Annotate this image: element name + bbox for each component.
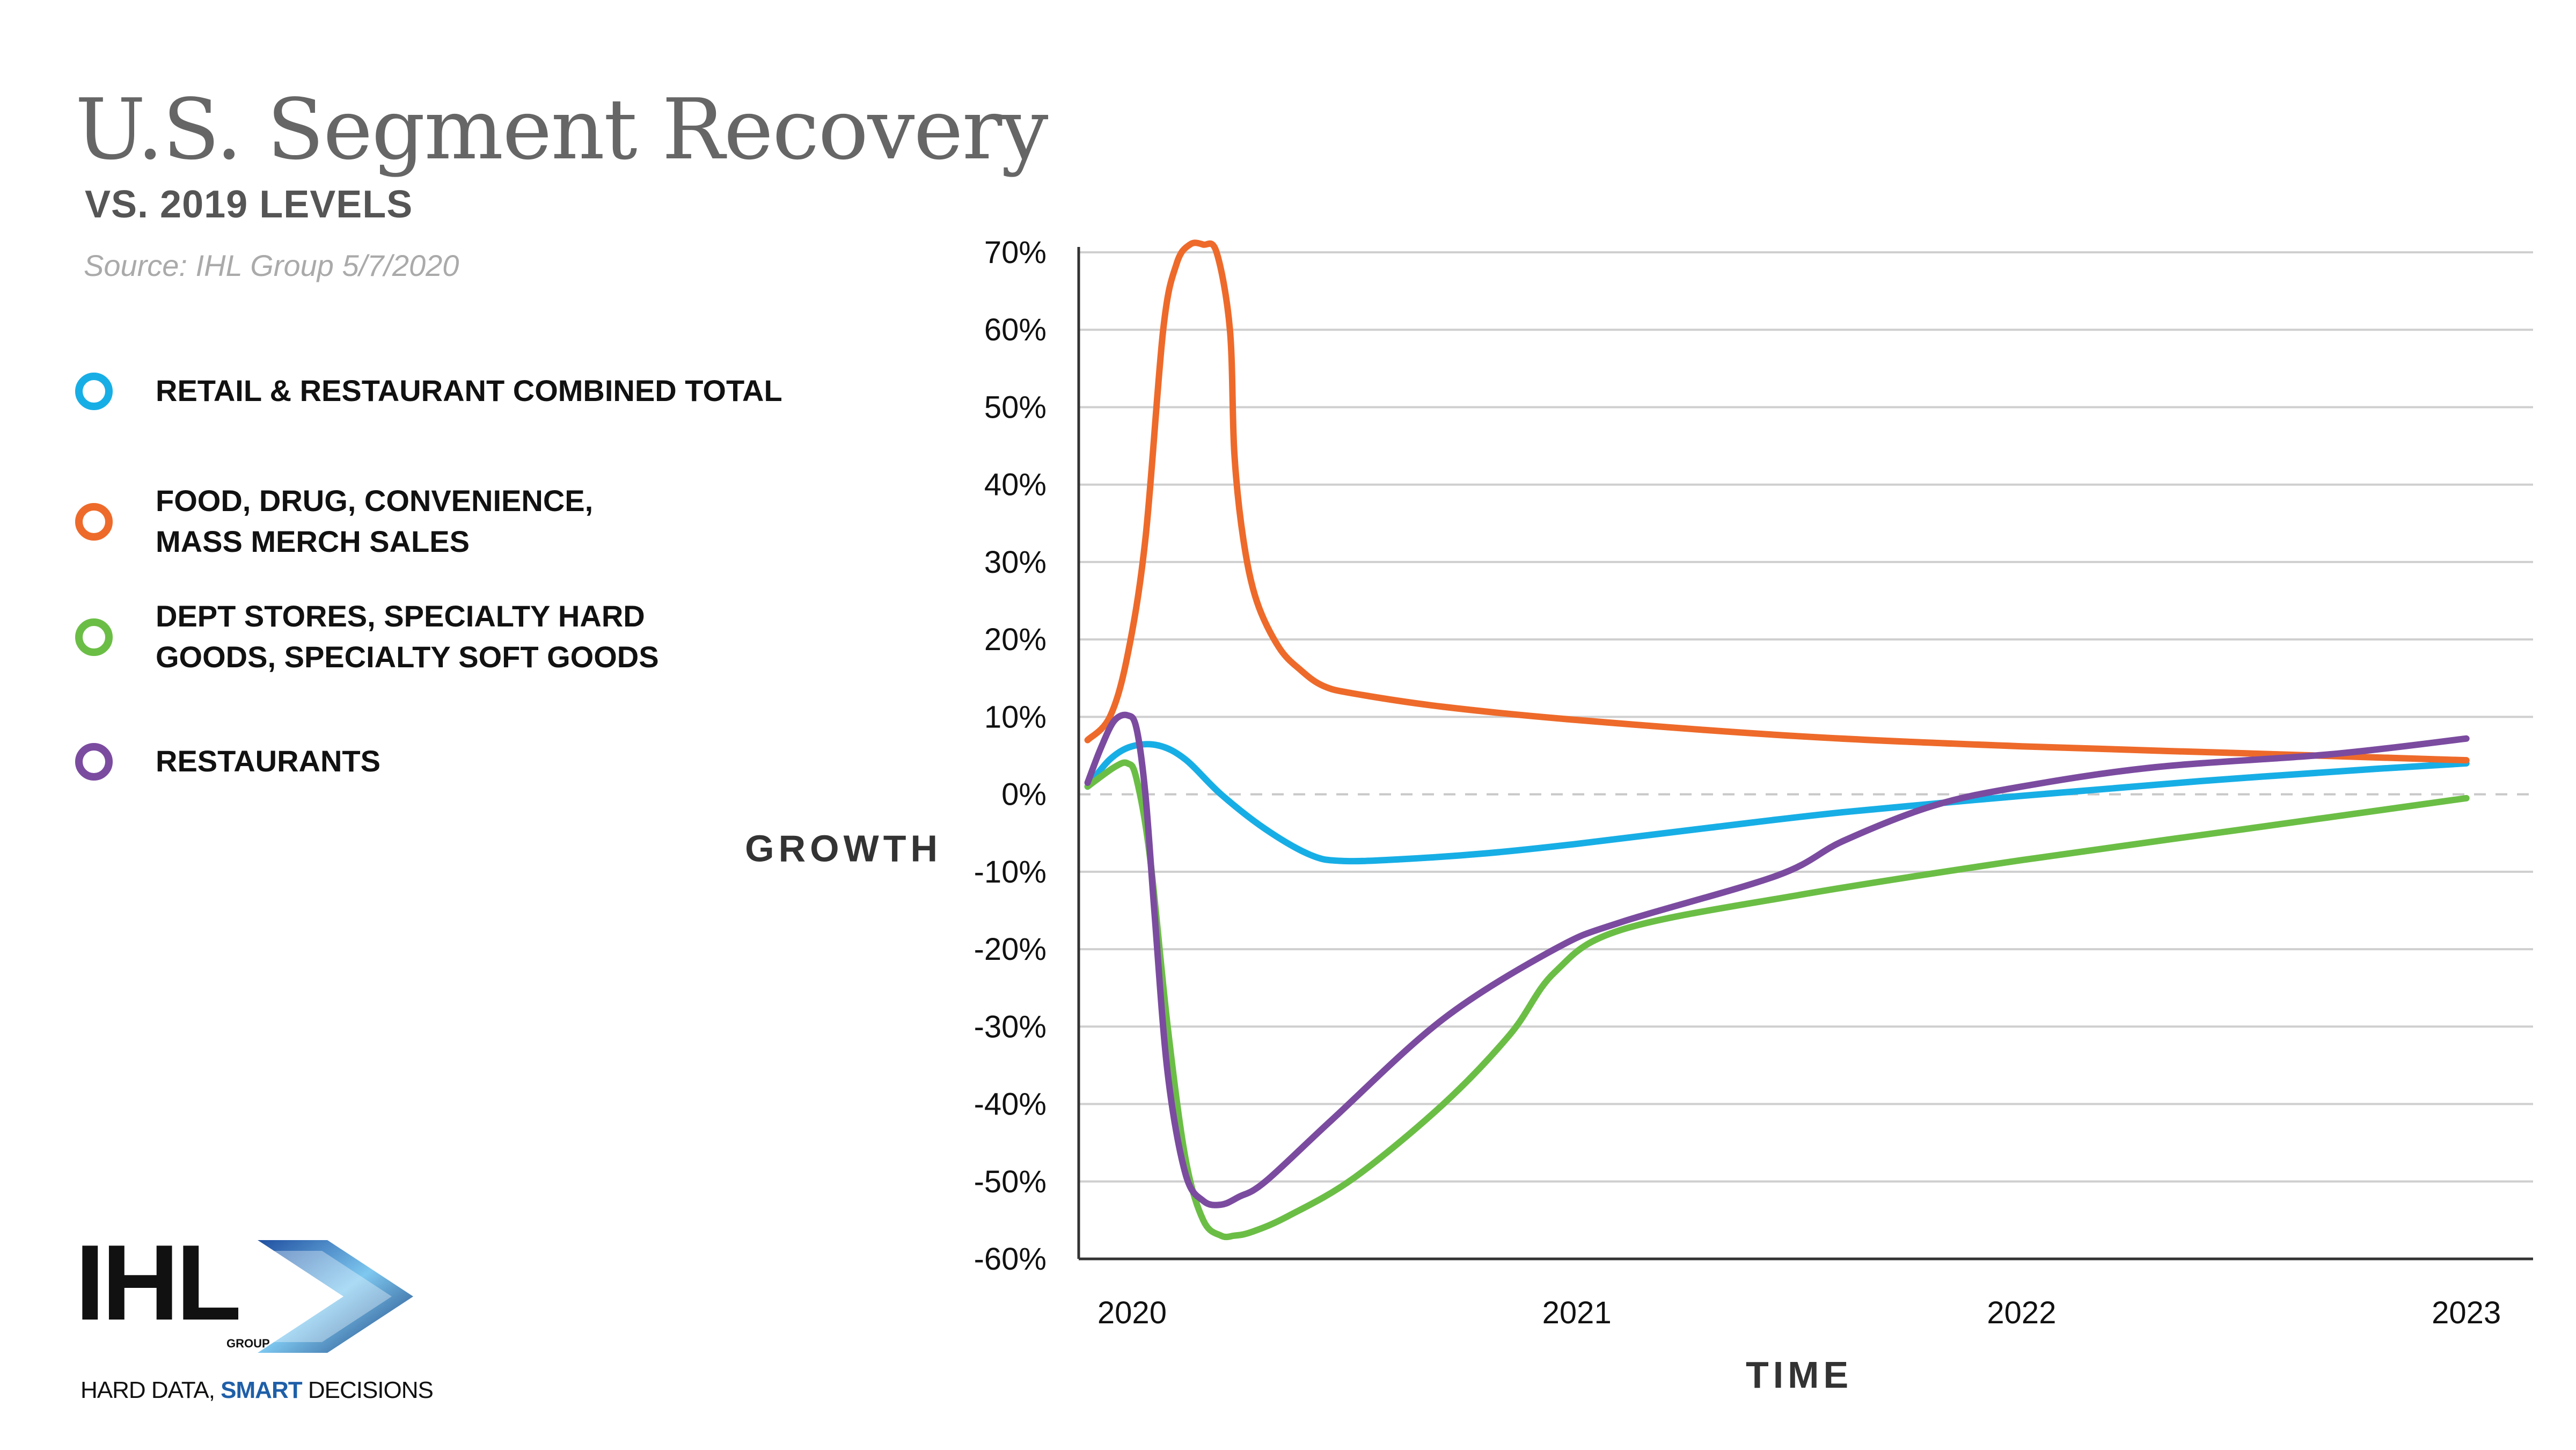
series-line <box>1084 711 2470 1208</box>
legend-label-line: FOOD, DRUG, CONVENIENCE, <box>156 484 594 518</box>
y-tick-label: -40% <box>974 1087 1046 1122</box>
y-tick-label: 40% <box>984 468 1046 502</box>
legend-label: DEPT STORES, SPECIALTY HARD GOODS, SPECIA… <box>156 596 659 677</box>
x-tick-label: 2023 <box>2432 1295 2501 1330</box>
x-tick-label: 2021 <box>1542 1295 1612 1330</box>
series-line <box>1084 759 2470 1241</box>
legend-label: RESTAURANTS <box>156 741 380 782</box>
tagline-prefix: HARD DATA, <box>80 1377 221 1403</box>
legend-label-line: RESTAURANTS <box>156 744 380 778</box>
x-axis-label: TIME <box>1746 1354 1853 1396</box>
y-tick-label: 30% <box>984 545 1046 580</box>
y-tick-label: 20% <box>984 622 1046 657</box>
x-tick-label: 2020 <box>1097 1295 1167 1330</box>
y-tick-label: -50% <box>974 1164 1046 1199</box>
logo-tagline: HARD DATA, SMART DECISIONS <box>80 1377 434 1404</box>
legend-label: FOOD, DRUG, CONVENIENCE, MASS MERCH SALES <box>156 480 593 562</box>
series-line <box>1084 741 2470 865</box>
y-tick-label: -60% <box>974 1242 1046 1277</box>
y-tick-label: 70% <box>984 235 1046 270</box>
y-tick-label: -20% <box>974 932 1046 967</box>
logo-wordmark: IHL <box>75 1223 241 1343</box>
tagline-suffix: DECISIONS <box>302 1377 434 1403</box>
x-tick-label: 2022 <box>1987 1295 2056 1330</box>
tagline-emphasis: SMART <box>221 1377 302 1403</box>
legend-label-line: DEPT STORES, SPECIALTY HARD <box>156 599 645 633</box>
y-tick-label: -10% <box>974 855 1046 890</box>
y-tick-label: 50% <box>984 390 1046 425</box>
legend-label-line: RETAIL & RESTAURANT COMBINED TOTAL <box>156 374 782 407</box>
legend-label-line: GOODS, SPECIALTY SOFT GOODS <box>156 640 659 674</box>
legend-label-line: MASS MERCH SALES <box>156 524 470 558</box>
y-tick-label: 0% <box>1001 777 1046 812</box>
page-subtitle: VS. 2019 LEVELS <box>85 183 413 226</box>
legend-label: RETAIL & RESTAURANT COMBINED TOTAL <box>156 370 782 411</box>
page-title: U.S. Segment Recovery <box>75 81 1048 178</box>
ihl-logo: IHL GROUP <box>75 1229 451 1401</box>
y-tick-label: -30% <box>974 1009 1046 1044</box>
y-tick-label: 10% <box>984 700 1046 734</box>
y-axis-label: GROWTH <box>745 828 942 870</box>
y-tick-label: 60% <box>984 312 1046 347</box>
source-note: Source: IHL Group 5/7/2020 <box>84 249 459 282</box>
logo-chevron-icon <box>258 1240 413 1353</box>
logo-group-label: GROUP <box>226 1337 270 1350</box>
series-line <box>1084 239 2470 764</box>
